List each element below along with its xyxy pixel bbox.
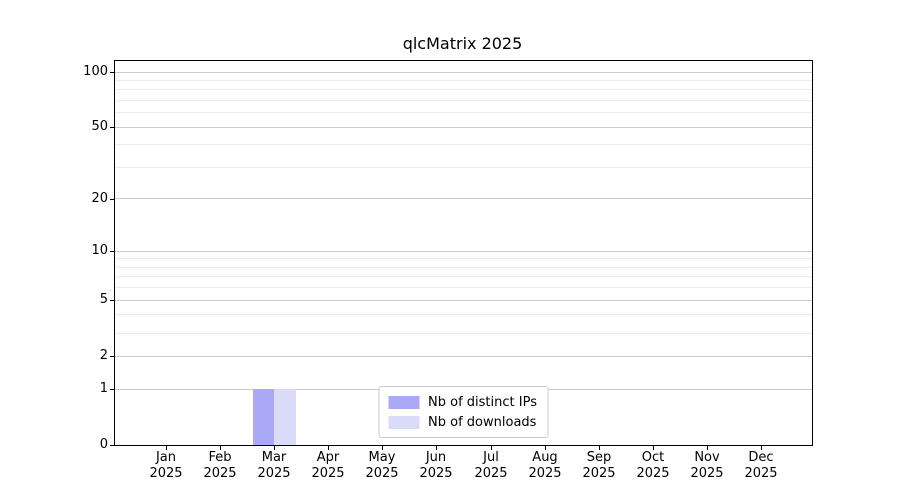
legend-swatch — [388, 415, 420, 429]
y-tick — [110, 251, 114, 252]
x-tick-label: Jul 2025 — [474, 450, 508, 481]
gridline-minor — [115, 276, 812, 278]
x-tick — [328, 446, 329, 450]
gridline-major — [115, 198, 812, 200]
y-tick-label: 10 — [91, 243, 108, 258]
y-tick-label: 2 — [99, 348, 108, 363]
x-tick — [436, 446, 437, 450]
gridline-minor — [115, 89, 812, 91]
gridline-major — [115, 250, 812, 252]
y-tick — [110, 72, 114, 73]
gridline-minor — [115, 144, 812, 146]
x-tick — [545, 446, 546, 450]
x-tick-label: Feb 2025 — [203, 450, 237, 481]
x-tick-label: May 2025 — [365, 450, 399, 481]
gridline-minor — [115, 112, 812, 114]
gridline-major — [115, 299, 812, 301]
x-tick-label: Dec 2025 — [744, 450, 778, 481]
gridline-minor — [115, 167, 812, 168]
x-tick — [599, 446, 600, 450]
x-tick — [382, 446, 383, 450]
x-tick-label: Apr 2025 — [311, 450, 345, 481]
gridline-minor — [115, 332, 812, 334]
x-tick-label: Nov 2025 — [690, 450, 724, 481]
gridline-minor — [115, 314, 812, 316]
y-tick — [110, 389, 114, 390]
gridline-minor — [115, 287, 812, 289]
x-tick-label: Oct 2025 — [636, 450, 670, 481]
x-tick-label: Jan 2025 — [149, 450, 183, 481]
y-tick — [110, 199, 114, 200]
gridline-major — [115, 126, 812, 128]
x-tick-label: Mar 2025 — [257, 450, 291, 481]
gridline-major — [115, 355, 812, 357]
x-tick — [491, 446, 492, 450]
x-tick — [653, 446, 654, 450]
y-tick-label: 1 — [99, 381, 108, 396]
gridline-minor — [115, 266, 812, 268]
y-tick — [110, 127, 114, 128]
chart-title: qlcMatrix 2025 — [402, 34, 523, 53]
legend: Nb of distinct IPs Nb of downloads — [378, 386, 549, 438]
x-tick-label: Sep 2025 — [582, 450, 616, 481]
gridline-minor — [115, 258, 812, 260]
legend-item-label: Nb of downloads — [428, 414, 537, 430]
x-tick — [707, 446, 708, 450]
x-tick — [761, 446, 762, 450]
legend-item: Nb of downloads — [388, 412, 537, 432]
y-tick-label: 5 — [99, 292, 108, 307]
gridline-major — [115, 71, 812, 73]
y-tick-label: 50 — [91, 119, 108, 134]
gridline-minor — [115, 79, 812, 81]
y-tick — [110, 445, 114, 446]
gridline-minor — [115, 100, 812, 101]
y-tick-label: 0 — [99, 437, 108, 452]
legend-item: Nb of distinct IPs — [388, 392, 537, 412]
y-tick — [110, 356, 114, 357]
bar-nb-of-distinct-ips — [252, 389, 275, 445]
legend-item-label: Nb of distinct IPs — [428, 394, 537, 410]
plot-area: Nb of distinct IPs Nb of downloads — [114, 60, 813, 446]
bars-layer — [115, 61, 812, 445]
y-tick-label: 100 — [83, 64, 108, 79]
y-tick — [110, 300, 114, 301]
y-tick-label: 20 — [91, 191, 108, 206]
x-tick — [274, 446, 275, 450]
x-tick — [166, 446, 167, 450]
x-tick-label: Aug 2025 — [528, 450, 562, 481]
x-tick-label: Jun 2025 — [419, 450, 453, 481]
x-tick — [220, 446, 221, 450]
legend-swatch — [388, 395, 420, 409]
bar-nb-of-downloads — [274, 389, 296, 445]
